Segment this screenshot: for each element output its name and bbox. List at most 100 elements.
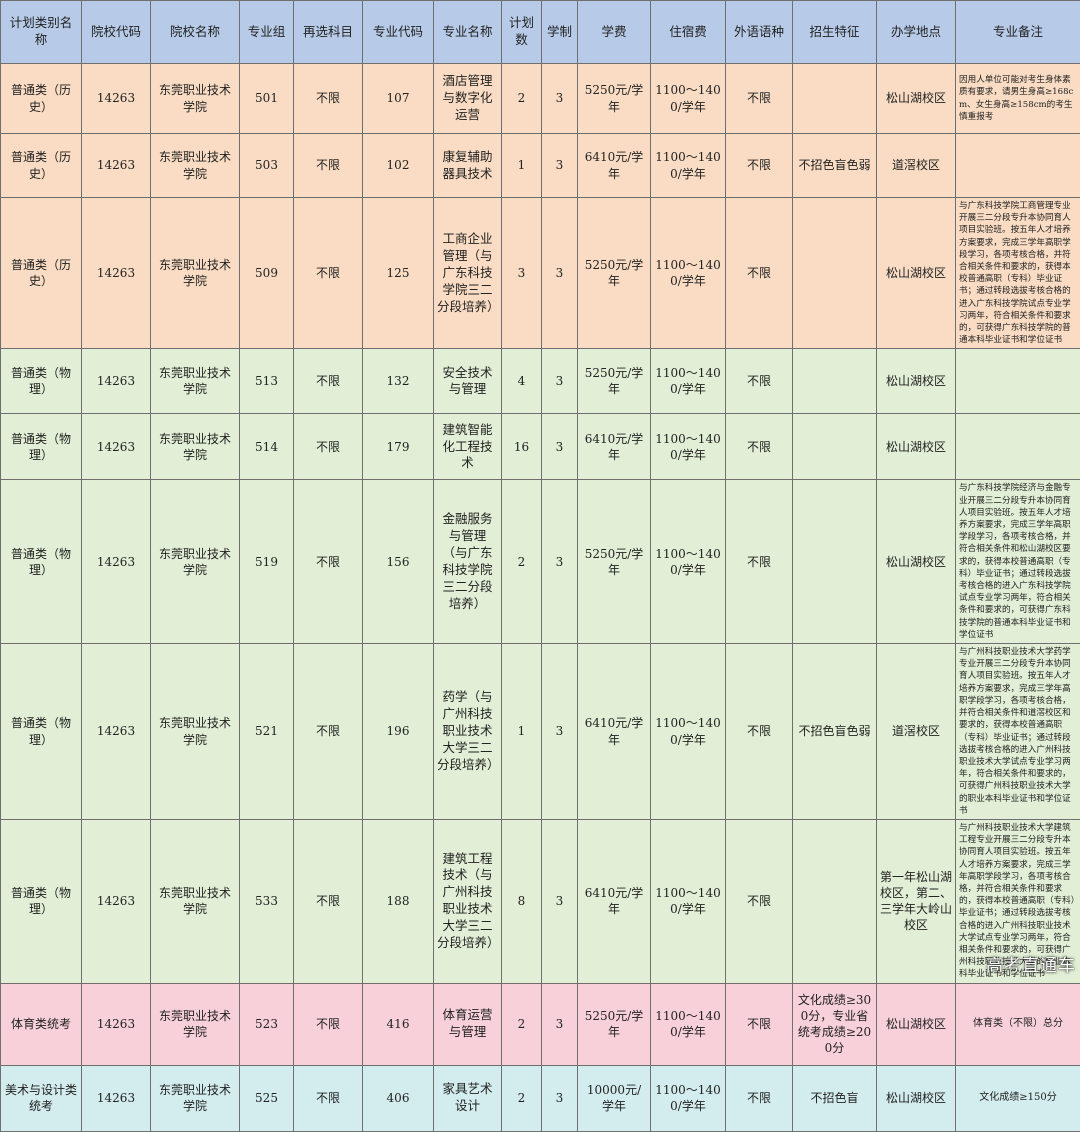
cell-years: 3 [542, 349, 578, 414]
table-row: 普通类（物理） 14263 东莞职业技术学院 514 不限 179 建筑智能化工… [1, 414, 1080, 480]
cell-language: 不限 [726, 983, 793, 1065]
cell-language: 不限 [726, 414, 793, 480]
cell-years: 3 [542, 198, 578, 349]
cell-subject-req: 不限 [294, 983, 363, 1065]
cell-location: 道滘校区 [877, 134, 956, 198]
cell-category: 美术与设计类统考 [1, 1065, 82, 1131]
table-row: 普通类（物理） 14263 东莞职业技术学院 521 不限 196 药学（与广州… [1, 644, 1080, 820]
cell-plan: 4 [502, 349, 542, 414]
cell-category: 普通类（物理） [1, 349, 82, 414]
header-category: 计划类别名称 [1, 1, 82, 64]
cell-years: 3 [542, 819, 578, 983]
cell-group: 519 [240, 480, 294, 644]
cell-subject-req: 不限 [294, 414, 363, 480]
cell-feature [793, 349, 877, 414]
cell-tuition: 5250元/学年 [578, 198, 651, 349]
cell-location: 松山湖校区 [877, 480, 956, 644]
cell-feature: 不招色盲色弱 [793, 134, 877, 198]
cell-major-code: 179 [363, 414, 434, 480]
cell-school-code: 14263 [82, 349, 151, 414]
cell-major-code: 132 [363, 349, 434, 414]
table-row: 普通类（物理） 14263 东莞职业技术学院 513 不限 132 安全技术与管… [1, 349, 1080, 414]
cell-subject-req: 不限 [294, 644, 363, 820]
table-row: 美术与设计类统考 14263 东莞职业技术学院 525 不限 406 家具艺术设… [1, 1065, 1080, 1131]
cell-location: 第一年松山湖校区，第二、三学年大岭山校区 [877, 819, 956, 983]
header-tuition: 学费 [578, 1, 651, 64]
cell-feature: 文化成绩≥300分，专业省统考成绩≥200分 [793, 983, 877, 1065]
cell-note [956, 414, 1080, 480]
header-location: 办学地点 [877, 1, 956, 64]
cell-plan: 16 [502, 414, 542, 480]
header-major-code: 专业代码 [363, 1, 434, 64]
header-plan: 计划数 [502, 1, 542, 64]
cell-note: 与广东科技学院工商管理专业开展三二分段专升本协同育人项目实验班。按五年人才培养方… [956, 198, 1080, 349]
cell-plan: 2 [502, 64, 542, 134]
cell-feature: 不招色盲色弱 [793, 644, 877, 820]
cell-location: 道滘校区 [877, 644, 956, 820]
cell-category: 普通类（物理） [1, 414, 82, 480]
cell-dorm: 1100～1400/学年 [651, 414, 726, 480]
cell-plan: 8 [502, 819, 542, 983]
cell-major-name: 建筑智能化工程技术 [434, 414, 502, 480]
cell-major-name: 体育运营与管理 [434, 983, 502, 1065]
table-row: 体育类统考 14263 东莞职业技术学院 523 不限 416 体育运营与管理 … [1, 983, 1080, 1065]
cell-tuition: 5250元/学年 [578, 64, 651, 134]
cell-years: 3 [542, 414, 578, 480]
cell-school-name: 东莞职业技术学院 [151, 198, 240, 349]
cell-group: 521 [240, 644, 294, 820]
cell-group: 533 [240, 819, 294, 983]
cell-school-code: 14263 [82, 64, 151, 134]
cell-major-code: 156 [363, 480, 434, 644]
cell-plan: 3 [502, 198, 542, 349]
cell-school-name: 东莞职业技术学院 [151, 819, 240, 983]
header-dorm: 住宿费 [651, 1, 726, 64]
cell-school-code: 14263 [82, 414, 151, 480]
cell-major-name: 建筑工程技术（与广州科技职业技术大学三二分段培养） [434, 819, 502, 983]
cell-location: 松山湖校区 [877, 349, 956, 414]
table-row: 普通类（历史） 14263 东莞职业技术学院 509 不限 125 工商企业管理… [1, 198, 1080, 349]
cell-note: 与广东科技学院经济与金融专业开展三二分段专升本协同育人项目实验班。按五年人才培养… [956, 480, 1080, 644]
cell-school-name: 东莞职业技术学院 [151, 134, 240, 198]
cell-dorm: 1100～1400/学年 [651, 349, 726, 414]
cell-years: 3 [542, 480, 578, 644]
cell-subject-req: 不限 [294, 349, 363, 414]
cell-major-code: 416 [363, 983, 434, 1065]
cell-school-name: 东莞职业技术学院 [151, 64, 240, 134]
cell-subject-req: 不限 [294, 64, 363, 134]
cell-school-name: 东莞职业技术学院 [151, 349, 240, 414]
cell-subject-req: 不限 [294, 1065, 363, 1131]
cell-subject-req: 不限 [294, 480, 363, 644]
cell-major-name: 家具艺术设计 [434, 1065, 502, 1131]
cell-major-name: 药学（与广州科技职业技术大学三二分段培养） [434, 644, 502, 820]
cell-school-code: 14263 [82, 134, 151, 198]
cell-school-name: 东莞职业技术学院 [151, 1065, 240, 1131]
cell-school-code: 14263 [82, 983, 151, 1065]
cell-major-code: 107 [363, 64, 434, 134]
cell-language: 不限 [726, 198, 793, 349]
cell-major-name: 安全技术与管理 [434, 349, 502, 414]
cell-note [956, 349, 1080, 414]
cell-plan: 1 [502, 134, 542, 198]
cell-years: 3 [542, 134, 578, 198]
cell-years: 3 [542, 644, 578, 820]
cell-dorm: 1100～1400/学年 [651, 983, 726, 1065]
cell-years: 3 [542, 64, 578, 134]
cell-group: 513 [240, 349, 294, 414]
table-row: 普通类（历史） 14263 东莞职业技术学院 503 不限 102 康复辅助器具… [1, 134, 1080, 198]
cell-feature [793, 414, 877, 480]
cell-note [956, 134, 1080, 198]
header-major-name: 专业名称 [434, 1, 502, 64]
table-row: 普通类（历史） 14263 东莞职业技术学院 501 不限 107 酒店管理与数… [1, 64, 1080, 134]
table-row: 普通类（物理） 14263 东莞职业技术学院 533 不限 188 建筑工程技术… [1, 819, 1080, 983]
cell-category: 普通类（历史） [1, 64, 82, 134]
watermark: 高考直通车 [986, 951, 1076, 976]
cell-major-code: 125 [363, 198, 434, 349]
header-years: 学制 [542, 1, 578, 64]
cell-school-code: 14263 [82, 644, 151, 820]
cell-school-name: 东莞职业技术学院 [151, 480, 240, 644]
cell-years: 3 [542, 983, 578, 1065]
cell-plan: 2 [502, 1065, 542, 1131]
cell-school-name: 东莞职业技术学院 [151, 983, 240, 1065]
cell-language: 不限 [726, 644, 793, 820]
